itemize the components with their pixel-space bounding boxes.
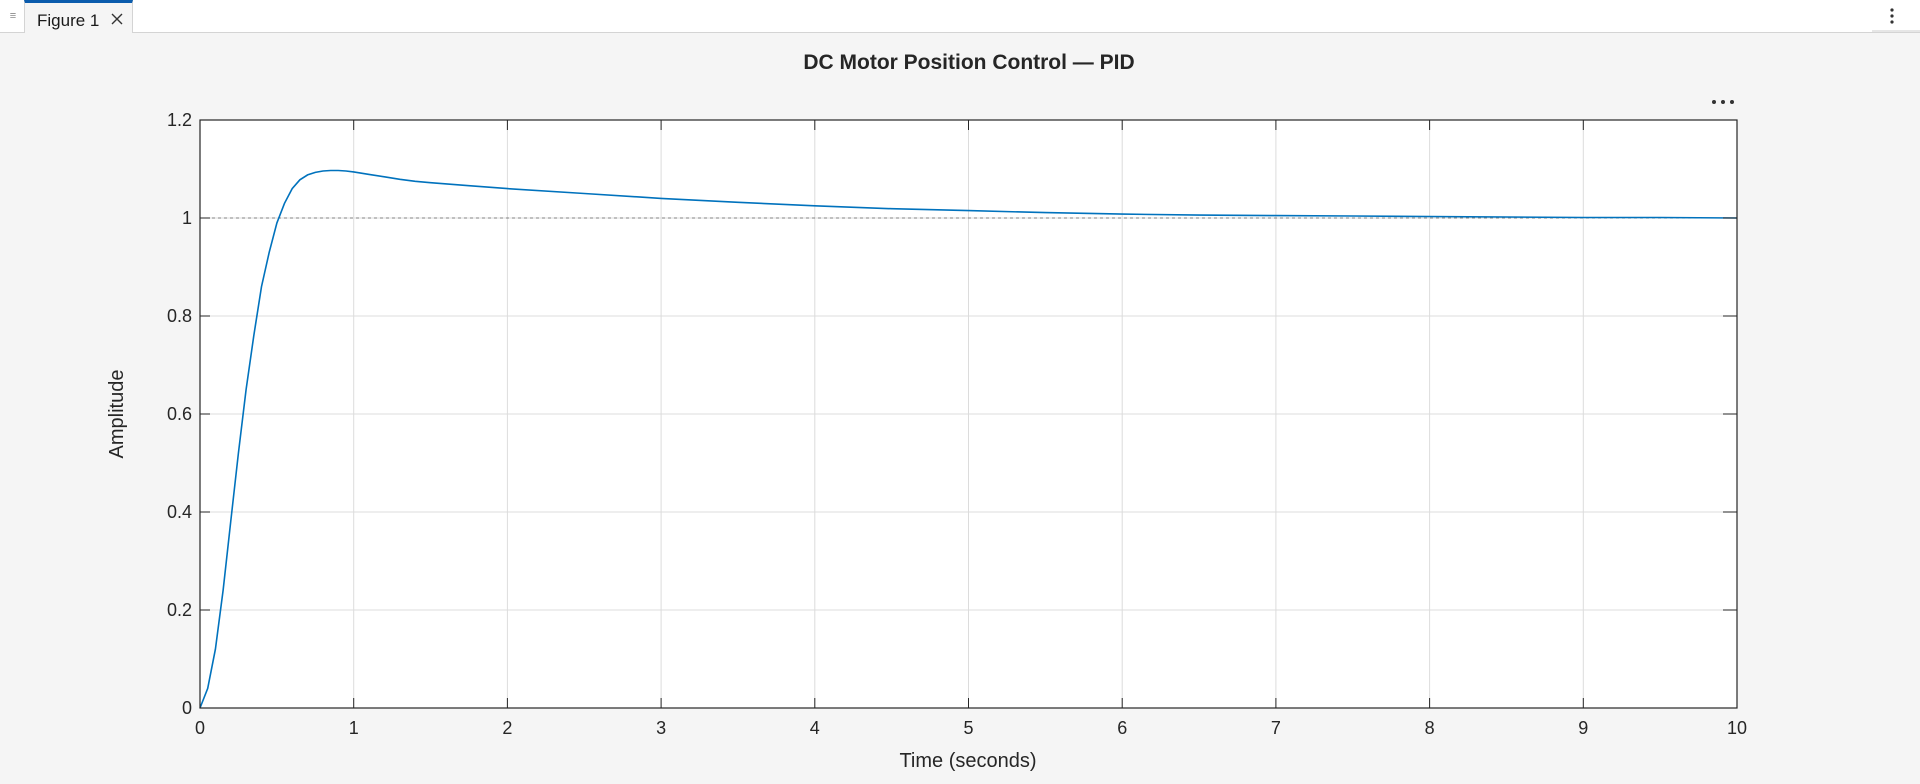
y-tick-label: 0.8: [167, 306, 192, 326]
figure-tab-bar: ≡ Figure 1: [0, 0, 1920, 33]
y-axis-label: Amplitude: [106, 370, 128, 459]
tab-label: Figure 1: [37, 11, 100, 30]
tab-figure-1[interactable]: Figure 1: [24, 0, 133, 33]
response-series-line: [199, 169, 1738, 709]
y-ticks: 0 0.2 0.4 0.6 0.8 1 1.2: [167, 110, 1737, 718]
x-tick-label: 9: [1578, 718, 1588, 738]
axes-toolbar-icon[interactable]: [1712, 100, 1734, 104]
x-tick-label: 4: [810, 718, 820, 738]
close-icon[interactable]: [110, 12, 124, 26]
vertical-ellipsis-icon[interactable]: [1888, 6, 1896, 26]
y-tick-label: 1.2: [167, 110, 192, 130]
chart: DC Motor Position Control — PID 0 1 2 3 4 5 6 7…: [106, 51, 1747, 772]
y-tick-label: 0.4: [167, 502, 192, 522]
x-tick-label: 1: [349, 718, 359, 738]
x-tick-label: 2: [502, 718, 512, 738]
x-ticks: 0 1 2 3 4 5 6 7 8 9 10: [195, 120, 1747, 738]
y-tick-label: 0.6: [167, 404, 192, 424]
x-tick-label: 0: [195, 718, 205, 738]
x-tick-label: 5: [963, 718, 973, 738]
x-tick-label: 6: [1117, 718, 1127, 738]
y-tick-label: 0: [182, 698, 192, 718]
y-tick-label: 0.2: [167, 600, 192, 620]
x-tick-label: 8: [1425, 718, 1435, 738]
x-tick-label: 3: [656, 718, 666, 738]
x-axis-label: Time (seconds): [899, 750, 1036, 772]
x-tick-label: 7: [1271, 718, 1281, 738]
chart-title: DC Motor Position Control — PID: [803, 51, 1134, 74]
y-tick-label: 1: [182, 208, 192, 228]
tab-bar-divider: [1872, 30, 1920, 32]
drag-handle-icon[interactable]: ≡: [9, 10, 17, 22]
x-tick-label: 10: [1727, 718, 1747, 738]
